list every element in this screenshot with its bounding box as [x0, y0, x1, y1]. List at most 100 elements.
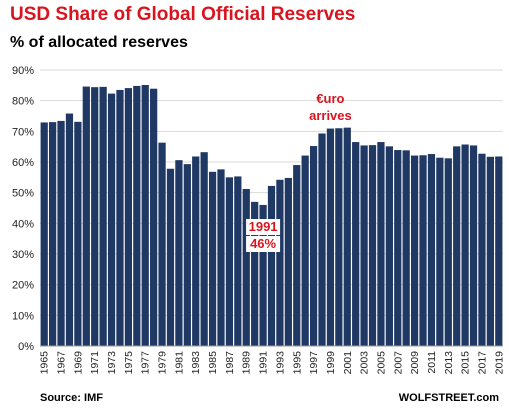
annotations: €uro arrives 1991 46%: [246, 91, 352, 252]
annotation-background: [246, 219, 281, 235]
bar-1971: [91, 87, 99, 346]
annotation-label: 46%: [250, 236, 276, 251]
bar-1982: [183, 164, 191, 346]
x-tick-label: 1989: [241, 351, 253, 375]
bar-1985: [208, 171, 217, 346]
site-credit: WOLFSTREET.com: [398, 392, 499, 404]
x-tick-label: 1985: [207, 351, 219, 375]
x-tick-label: 1997: [308, 351, 320, 375]
y-tick-label: 90%: [12, 65, 34, 77]
bar-1990: [251, 201, 259, 346]
bars: [40, 85, 503, 347]
annotation-label: 1991: [249, 219, 278, 234]
y-tick-label: 60%: [12, 157, 34, 169]
annotation-label: €uro: [316, 91, 344, 106]
bar-1989: [242, 188, 250, 346]
x-tick-label: 1975: [123, 351, 135, 375]
bar-1997: [309, 146, 318, 346]
x-tick-label: 2019: [493, 351, 505, 375]
x-tick-label: 1983: [190, 351, 202, 375]
x-tick-label: 1969: [72, 351, 84, 375]
y-tick-label: 0%: [18, 341, 34, 353]
bar-2009: [410, 155, 419, 346]
x-tick-label: 1967: [56, 351, 68, 375]
chart-subtitle: % of allocated reserves: [10, 34, 188, 51]
x-tick-label: 1971: [89, 351, 101, 375]
bar-1993: [276, 179, 284, 346]
bar-2010: [419, 155, 427, 346]
x-tick-label: 2017: [476, 351, 488, 375]
bar-1981: [175, 160, 183, 346]
x-tick-label: 2005: [375, 351, 387, 375]
bar-1983: [192, 156, 200, 346]
bar-1978: [150, 88, 158, 346]
bar-1996: [301, 155, 309, 346]
bar-2016: [469, 145, 478, 346]
x-tick-label: 1999: [325, 351, 337, 375]
bar-2011: [427, 154, 436, 346]
x-tick-label: 1991: [258, 351, 270, 375]
bar-1980: [166, 168, 175, 346]
x-tick-label: 1965: [39, 351, 51, 375]
x-tick-label: 1979: [157, 351, 169, 375]
x-tick-label: 2003: [359, 351, 371, 375]
bar-1988: [234, 176, 242, 346]
bar-2007: [394, 150, 402, 346]
source-note: Source: IMF: [40, 392, 103, 404]
annotation-label: arrives: [309, 108, 352, 123]
bar-2013: [444, 158, 452, 346]
bar-1972: [99, 86, 107, 346]
bar-1975: [124, 88, 133, 347]
bar-1966: [49, 122, 57, 346]
bar-1995: [293, 165, 301, 346]
y-tick-label: 70%: [12, 126, 34, 138]
bar-2012: [436, 157, 444, 346]
bar-1999: [326, 128, 335, 346]
bar-1987: [225, 177, 234, 346]
bar-2003: [360, 145, 368, 346]
x-tick-label: 1995: [291, 351, 303, 375]
bar-2019: [495, 156, 503, 346]
bar-2006: [385, 146, 393, 346]
bar-1967: [57, 120, 65, 346]
bar-2004: [368, 145, 377, 346]
bar-1986: [217, 169, 225, 346]
bar-1968: [65, 113, 74, 347]
chart-title: USD Share of Global Official Reserves: [10, 4, 356, 25]
x-axis-ticks: 1965 1967 1969 1971 1973 1975 1977 1979 1981 1983…: [39, 351, 506, 375]
bar-1965: [40, 122, 48, 346]
x-tick-label: 2011: [426, 351, 438, 374]
y-tick-label: 50%: [12, 188, 34, 200]
bar-2014: [453, 146, 461, 346]
bar-1970: [82, 86, 90, 346]
bar-1973: [107, 93, 116, 346]
x-tick-label: 2009: [409, 351, 421, 375]
bar-1977: [141, 85, 149, 346]
x-tick-label: 2015: [460, 351, 472, 375]
bar-2005: [377, 142, 385, 346]
bar-2008: [402, 150, 410, 346]
x-tick-label: 1977: [140, 351, 152, 375]
x-tick-label: 1973: [106, 351, 118, 375]
bar-1984: [200, 152, 208, 346]
x-tick-label: 1981: [173, 351, 185, 375]
annotation-background: [246, 236, 281, 252]
x-tick-label: 2007: [392, 351, 404, 375]
bar-2000: [335, 128, 343, 346]
bar-2018: [486, 156, 494, 346]
bar-1969: [74, 121, 82, 347]
bar-1991: [259, 204, 267, 346]
bar-2015: [461, 144, 469, 346]
bar-2002: [352, 142, 360, 346]
y-tick-label: 10%: [12, 310, 34, 322]
x-tick-label: 2001: [342, 351, 354, 375]
y-tick-label: 20%: [12, 280, 34, 292]
bar-1974: [116, 89, 124, 346]
y-tick-label: 80%: [12, 96, 34, 108]
y-tick-label: 30%: [12, 249, 34, 261]
x-tick-label: 1993: [274, 351, 286, 375]
bar-1992: [267, 185, 276, 346]
y-axis-ticks: 0% 10% 20% 30% 40% 50% 60% 70% 80% 90%: [12, 65, 34, 353]
bar-2017: [478, 153, 486, 346]
